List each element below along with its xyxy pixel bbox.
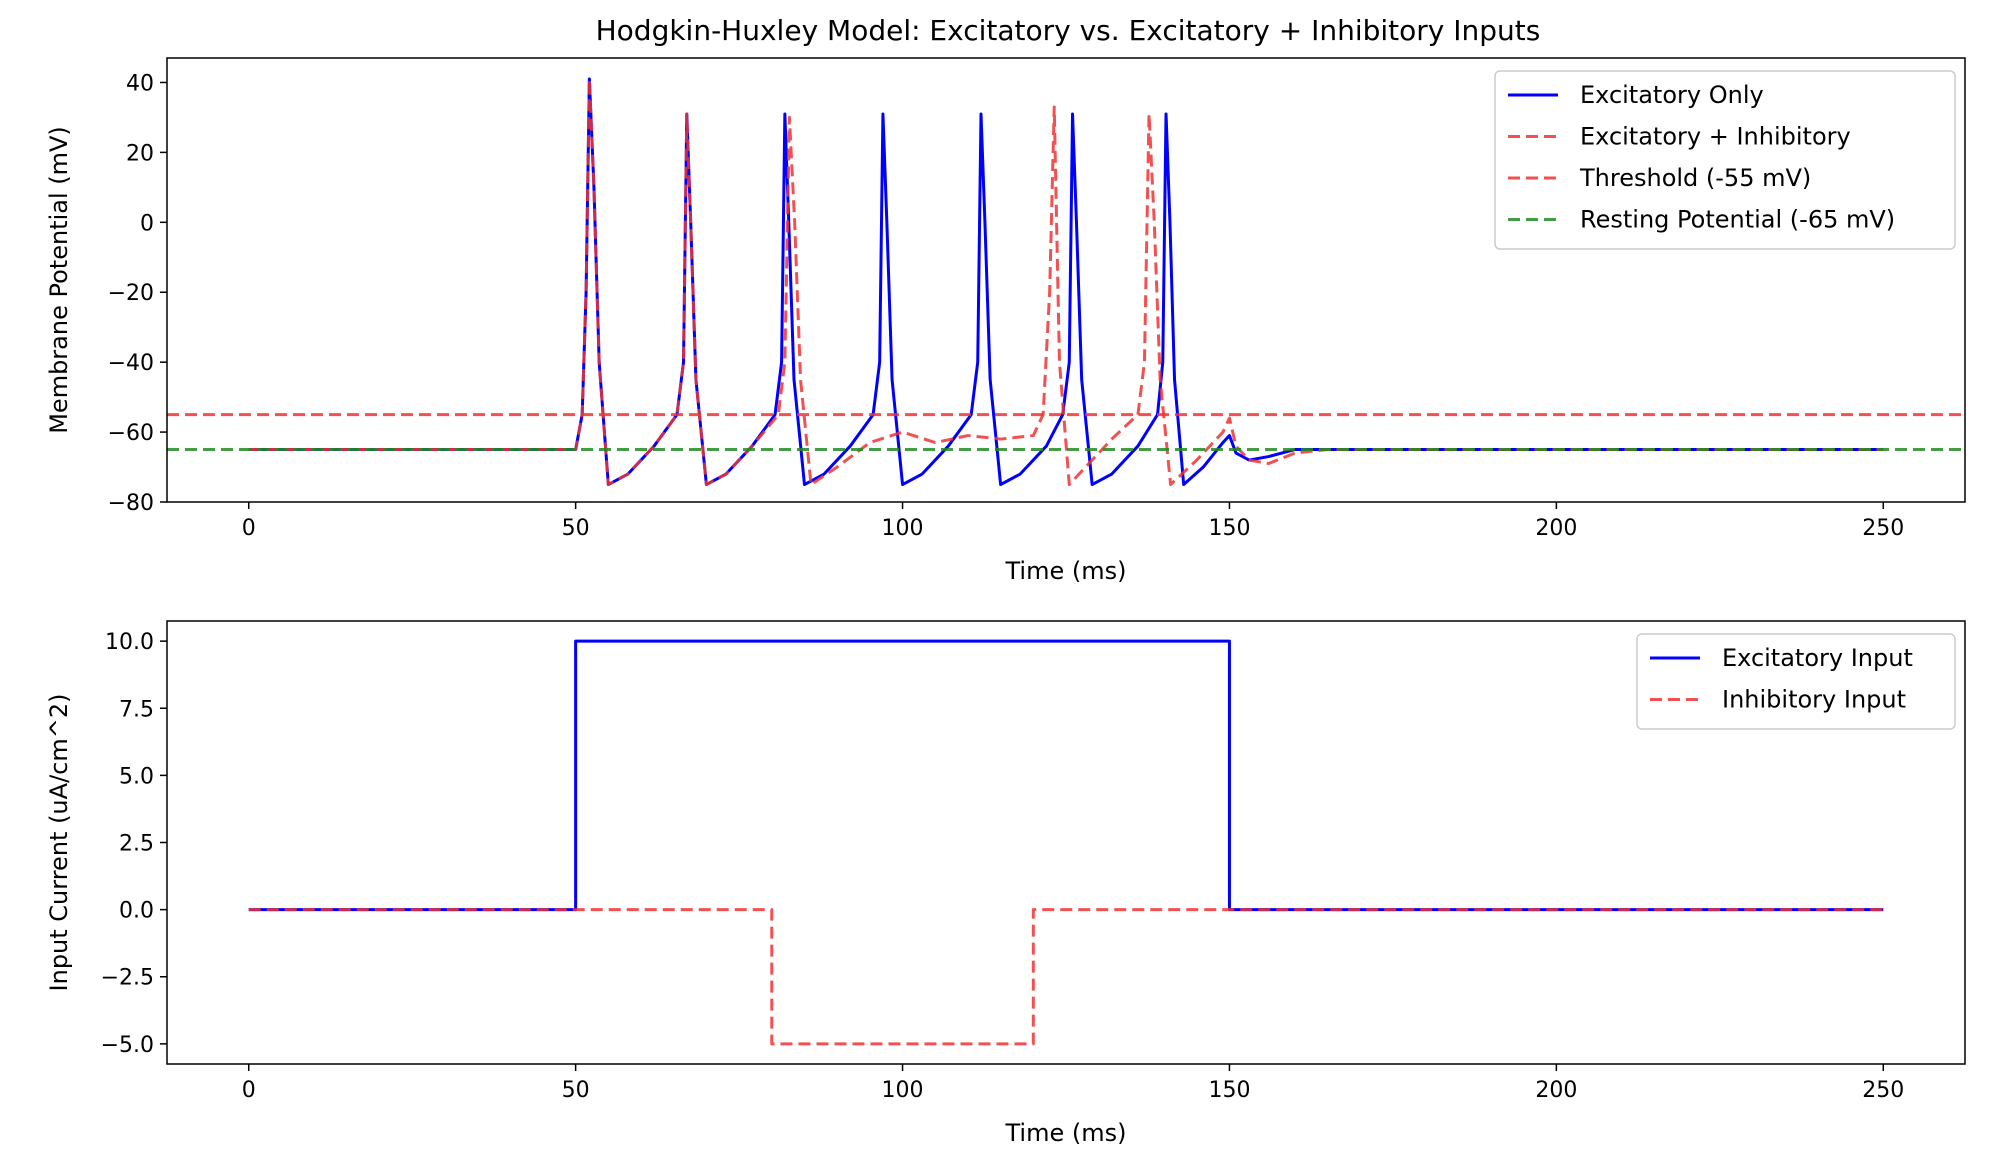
y-tick-label: −20 — [108, 281, 154, 306]
x-tick-label: 250 — [1862, 516, 1904, 541]
x-axis-label: Time (ms) — [1005, 1119, 1127, 1147]
y-tick-label: 20 — [126, 141, 154, 166]
x-tick-label: 50 — [562, 1078, 590, 1103]
legend-entry-label: Excitatory Only — [1580, 81, 1764, 109]
x-tick-label: 0 — [242, 1078, 256, 1103]
x-tick-label: 150 — [1208, 1078, 1250, 1103]
y-tick-label: −60 — [108, 421, 154, 446]
y-tick-label: −80 — [108, 491, 154, 516]
x-tick-label: 250 — [1862, 1078, 1904, 1103]
x-tick-label: 100 — [882, 516, 924, 541]
x-tick-label: 200 — [1535, 1078, 1577, 1103]
y-tick-label: 5.0 — [119, 764, 154, 789]
legend-entry-label: Excitatory + Inhibitory — [1580, 123, 1851, 151]
series-line-excitatory-inhibitory — [248, 77, 1884, 487]
y-tick-label: 0 — [140, 211, 154, 236]
y-tick-label: 40 — [126, 71, 154, 96]
y-tick-label: −2.5 — [101, 966, 154, 991]
y-tick-label: 2.5 — [119, 832, 154, 857]
legend-entry-label: Threshold (-55 mV) — [1579, 164, 1811, 192]
x-tick-label: 50 — [562, 516, 590, 541]
y-tick-label: 0.0 — [119, 899, 154, 924]
series-group — [248, 639, 1884, 1046]
x-tick-label: 0 — [242, 516, 256, 541]
legend-entry-label: Resting Potential (-65 mV) — [1580, 206, 1895, 234]
x-axis-label: Time (ms) — [1005, 557, 1127, 585]
y-tick-label: 10.0 — [105, 630, 154, 655]
y-axis-label: Input Current (uA/cm^2) — [45, 694, 73, 992]
legend-box — [1494, 70, 1956, 250]
x-tick-label: 100 — [882, 1078, 924, 1103]
chart-title: Hodgkin-Huxley Model: Excitatory vs. Exc… — [596, 14, 1541, 47]
series-group — [167, 77, 1965, 487]
y-tick-label: −40 — [108, 351, 154, 376]
y-tick-label: −5.0 — [101, 1033, 154, 1058]
x-tick-label: 150 — [1208, 516, 1250, 541]
legend-entry-label: Inhibitory Input — [1722, 686, 1906, 714]
legend-entry-label: Excitatory Input — [1722, 644, 1913, 672]
axes-frame — [166, 57, 1966, 503]
series-line-inhibitory-input — [248, 908, 1884, 1046]
x-tick-label: 200 — [1535, 516, 1577, 541]
y-axis-label: Membrane Potential (mV) — [45, 126, 73, 434]
legend-box — [1636, 633, 1956, 730]
y-tick-label: 7.5 — [119, 697, 154, 722]
input-current-panel: 0 50 100 150 200 250 10.0 7.5 5.0 2.5 0.0 −2.5 −5.0 T… — [45, 620, 1966, 1147]
